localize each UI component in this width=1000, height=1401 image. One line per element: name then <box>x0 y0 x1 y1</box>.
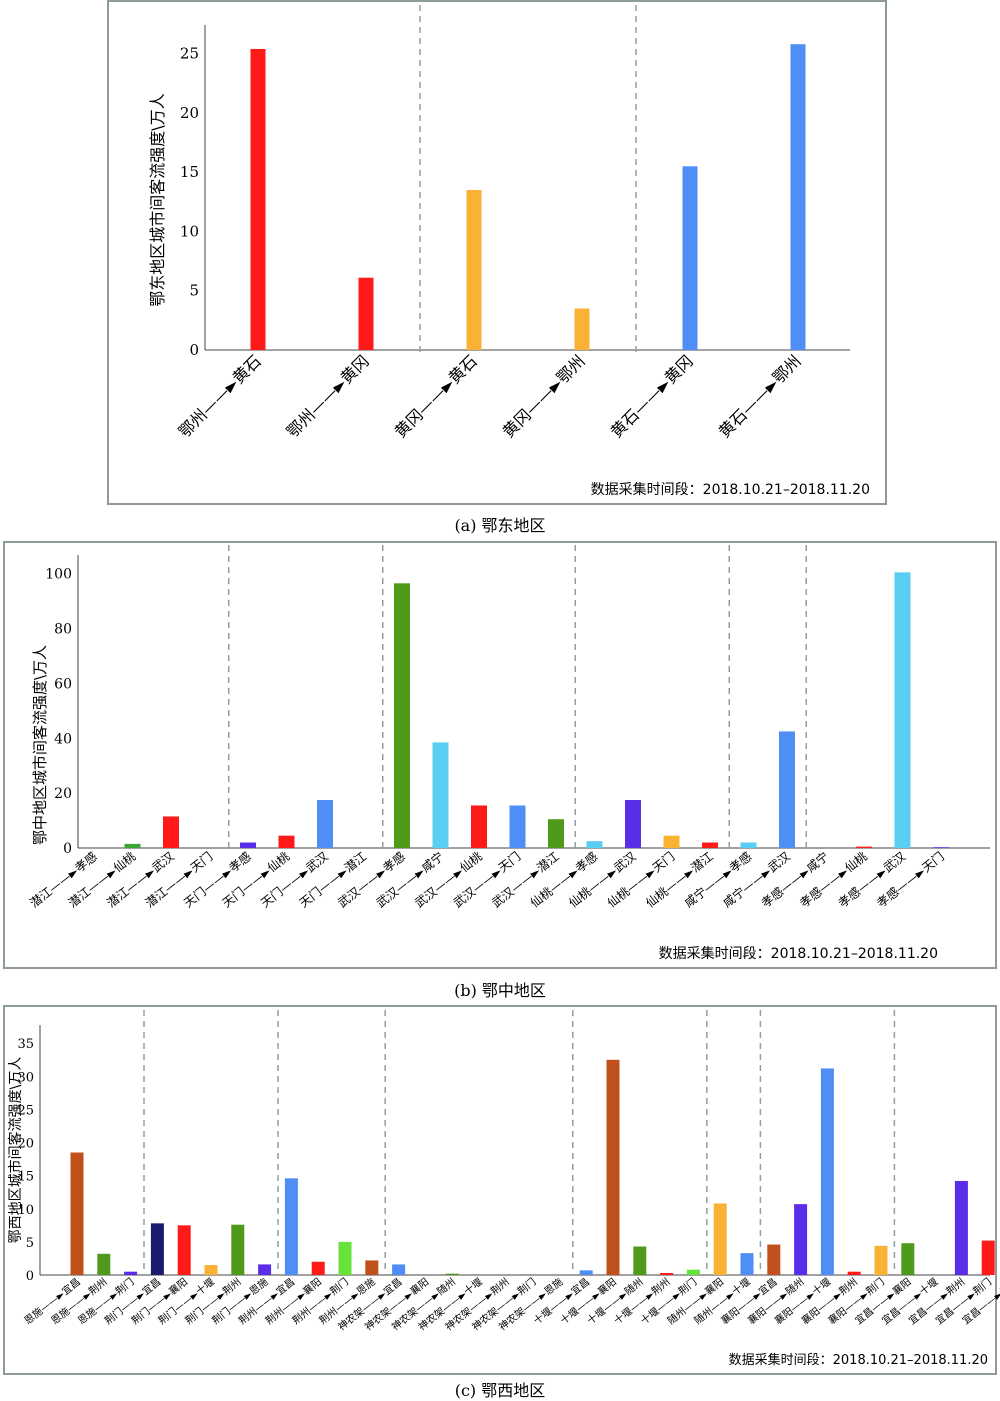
chart-panel-a <box>107 0 887 505</box>
caption-a: (a) 鄂东地区 <box>454 516 546 535</box>
chart-panel-c <box>3 1005 997 1375</box>
caption-b: (b) 鄂中地区 <box>454 981 546 1000</box>
caption-c: (c) 鄂西地区 <box>454 1381 546 1400</box>
chart-panel-b <box>3 541 997 969</box>
